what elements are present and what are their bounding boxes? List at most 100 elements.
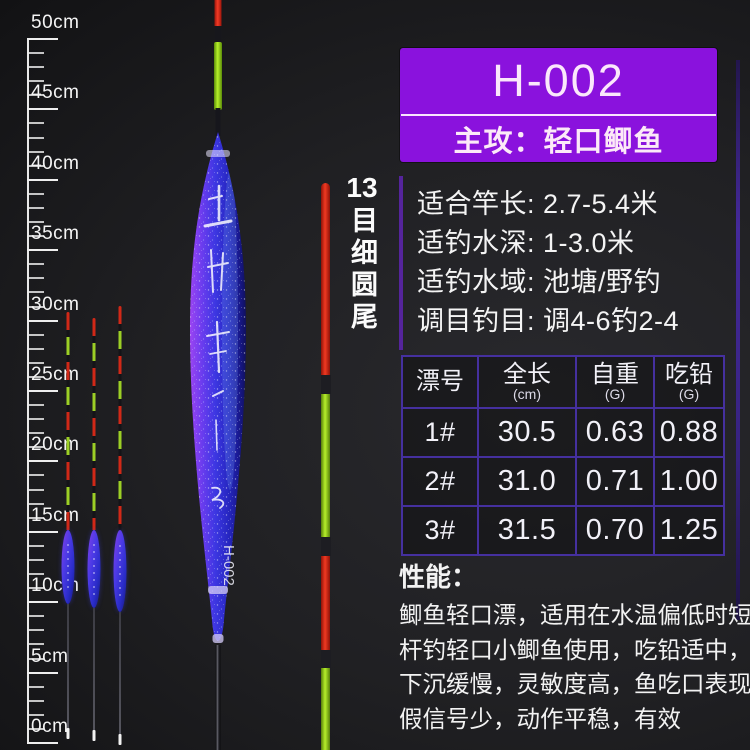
big-float-green-segment bbox=[214, 42, 222, 110]
ruler-tick-major bbox=[27, 178, 58, 181]
table-col-header: 全长 (cm) bbox=[477, 355, 577, 409]
table-cell: 2# bbox=[401, 456, 479, 507]
table-cell: 3# bbox=[401, 505, 479, 556]
ruler-tick-major bbox=[27, 530, 58, 533]
ruler-tick-minor bbox=[27, 52, 44, 55]
ruler-tick-minor bbox=[27, 192, 44, 195]
specs-lines: 适合竿长: 2.7-5.4米 适钓水深: 1-3.0米 适钓水域: 池塘/野钓 调目钓… bbox=[399, 176, 719, 350]
ruler-tick-minor bbox=[27, 122, 44, 125]
big-float-model-text: H-002 bbox=[220, 545, 237, 586]
ruler-tick-minor bbox=[27, 713, 44, 716]
table-cell: 0.63 bbox=[575, 407, 655, 458]
big-float-dark-band bbox=[214, 26, 222, 42]
model-header: H-002 主攻：轻口鲫鱼 bbox=[400, 48, 717, 162]
small-float-tail bbox=[118, 306, 122, 530]
big-float-top-ring bbox=[206, 150, 230, 157]
ruler-tick-minor bbox=[27, 573, 44, 576]
ruler-tick-minor bbox=[27, 206, 44, 209]
ruler-tick-major bbox=[27, 38, 58, 40]
ruler-tick-minor bbox=[27, 629, 44, 632]
small-float-stem-tip bbox=[66, 728, 70, 739]
ruler-tick-minor bbox=[27, 361, 44, 364]
spare-tail-dark-band bbox=[320, 650, 331, 668]
small-float-tail bbox=[66, 312, 70, 530]
tail-mesh-count: 13 bbox=[346, 172, 378, 203]
ruler-tick-major bbox=[27, 671, 58, 674]
performance-line: 下沉缓慢，灵敏度高，鱼吃口表现 bbox=[399, 671, 750, 697]
ruler-tick-minor bbox=[27, 699, 44, 702]
ruler-tick-minor bbox=[27, 657, 44, 660]
ruler-tick-minor bbox=[27, 150, 44, 153]
ruler-tick-minor bbox=[27, 263, 44, 266]
ruler-tick-minor bbox=[27, 164, 44, 167]
performance-title: 性能： bbox=[399, 562, 478, 592]
spec-line: 适合竿长: 2.7-5.4米 bbox=[417, 189, 659, 219]
ruler-tick-minor bbox=[27, 418, 44, 421]
ruler-tick-minor bbox=[27, 558, 44, 561]
spec-table: 漂号 全长 (cm) 自重 (G) 吃铅 (G) 1# 30.5 0.63 0.88 2# 31.0 0… bbox=[401, 355, 725, 556]
table-cell: 31.0 bbox=[477, 456, 577, 507]
spec-line: 调目钓目: 调4-6钓2-4 bbox=[417, 306, 680, 336]
spare-tail-green-segment bbox=[321, 394, 330, 537]
target-fish: 主攻：轻口鲫鱼 bbox=[453, 126, 664, 158]
ruler-label: 0cm bbox=[31, 716, 69, 737]
ruler-tick-minor bbox=[27, 235, 44, 238]
ruler-tick-minor bbox=[27, 277, 44, 280]
table-row: 1# 30.5 0.63 0.88 bbox=[401, 407, 725, 458]
table-header-row: 漂号 全长 (cm) 自重 (G) 吃铅 (G) bbox=[401, 355, 725, 409]
ruler-tick-minor bbox=[27, 488, 44, 491]
ruler-label: 50cm bbox=[31, 12, 80, 33]
spare-tail-red-segment bbox=[321, 183, 330, 375]
small-float-stem-tip bbox=[118, 734, 122, 745]
table-col-header: 吃铅 (G) bbox=[653, 355, 725, 409]
tail-type-text: 目细圆尾 bbox=[347, 206, 377, 334]
table-row: 3# 31.5 0.70 1.25 bbox=[401, 505, 725, 556]
table-cell: 1# bbox=[401, 407, 479, 458]
spare-tail-dark-band bbox=[320, 537, 331, 556]
ruler-tick-minor bbox=[27, 516, 44, 519]
ruler-tick-minor bbox=[27, 291, 44, 294]
big-float-stem bbox=[215, 645, 221, 750]
small-float-stem-tip bbox=[92, 730, 96, 741]
ruler-tick-minor bbox=[27, 643, 44, 646]
ruler-tick-minor bbox=[27, 685, 44, 688]
performance-line: 假信号少，动作平稳，有效 bbox=[399, 705, 681, 732]
spec-line: 适钓水域: 池塘/野钓 bbox=[417, 267, 662, 297]
small-float bbox=[58, 312, 78, 742]
ruler-tick-major bbox=[27, 319, 58, 322]
table-cell: 31.5 bbox=[477, 505, 577, 556]
small-float-markings bbox=[67, 544, 69, 592]
ruler-tick-minor bbox=[27, 587, 44, 590]
ruler-label: 5cm bbox=[31, 645, 69, 667]
ruler-tick-major bbox=[27, 742, 58, 744]
performance-line: 鲫鱼轻口漂，适用在水温偏低时短 bbox=[399, 602, 750, 628]
header-divider bbox=[401, 114, 716, 116]
table-row: 2# 31.0 0.71 1.00 bbox=[401, 456, 725, 507]
ruler-tick-minor bbox=[27, 333, 44, 336]
ruler-tick-minor bbox=[27, 502, 44, 505]
ruler-tick-major bbox=[27, 460, 58, 463]
ruler-tick-minor bbox=[27, 404, 44, 407]
ruler-label: 45cm bbox=[31, 82, 80, 104]
ruler-tick-major bbox=[27, 249, 58, 252]
big-float-ring-upper bbox=[208, 586, 228, 594]
ruler-label: 30cm bbox=[31, 293, 80, 315]
spec-line: 适钓水深: 1-3.0米 bbox=[417, 228, 635, 258]
ruler-label: 35cm bbox=[31, 223, 80, 245]
small-float bbox=[84, 318, 104, 742]
ruler-tick-minor bbox=[27, 615, 44, 618]
ruler-tick-minor bbox=[27, 375, 44, 378]
ruler-label: 40cm bbox=[31, 152, 80, 174]
table-body: 1# 30.5 0.63 0.88 2# 31.0 0.71 1.00 3# 31.5 0.70 1.… bbox=[401, 407, 725, 556]
small-float-markings bbox=[93, 544, 95, 596]
ruler-tick-minor bbox=[27, 446, 44, 449]
ruler-tick-minor bbox=[27, 474, 44, 477]
performance-section: 性能： 鲫鱼轻口漂，适用在水温偏低时短 杆钓轻口小鲫鱼使用，吃铅适中， 下沉缓慢，灵… bbox=[399, 560, 750, 736]
performance-line: 杆钓轻口小鲫鱼使用，吃铅适中， bbox=[399, 636, 750, 663]
ruler-tick-minor bbox=[27, 347, 44, 350]
table-col-header: 漂号 bbox=[401, 355, 479, 409]
table-cell: 1.25 bbox=[653, 505, 725, 556]
table-cell: 0.71 bbox=[575, 456, 655, 507]
small-float-stem bbox=[93, 608, 95, 732]
